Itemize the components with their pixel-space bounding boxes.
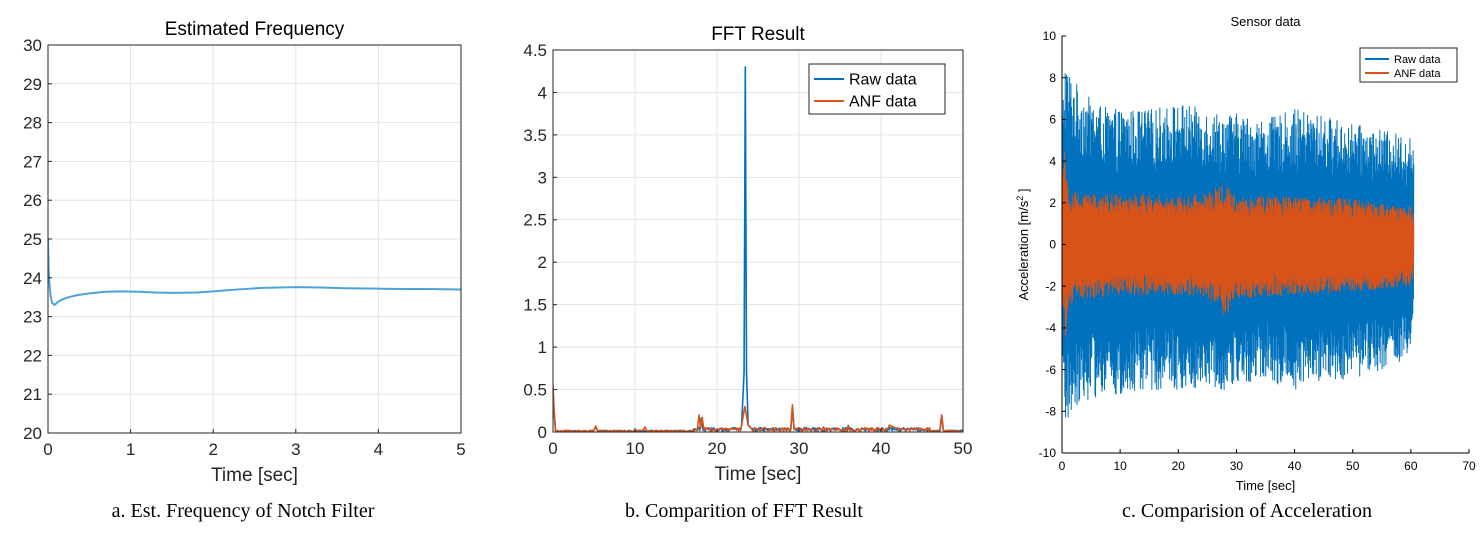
chart-title: Sensor data [1230,14,1301,29]
y-tick-label: 0 [538,423,547,442]
x-tick-label: 20 [1172,459,1186,473]
caption-c: c. Comparision of Acceleration [1122,500,1372,522]
chart-fft-result: 0 10 20 30 40 50 0 0.5 1 1.5 2 2.5 3 3.5 4 4.5 FFT Resul… [523,24,972,485]
x-tick-label: 1 [126,440,135,459]
legend: Raw data ANF data [1359,47,1458,83]
y-tick-label: 2 [538,253,547,272]
caption-a: a. Est. Frequency of Notch Filter [111,500,375,522]
y-tick-label: 25 [23,230,42,249]
x-tick-label: 40 [1288,459,1302,473]
y-tick-label: 2.5 [523,211,547,230]
legend-label: Raw data [849,72,917,89]
x-tick-label: 0 [43,440,52,459]
y-tick-label: 2 [1049,196,1056,210]
y-axis-label-superscript: 2 [1015,196,1025,201]
caption-b: b. Comparition of FFT Result [625,500,863,522]
y-tick-label: -8 [1045,405,1056,419]
x-axis-label: Time [sec] [211,465,298,486]
x-tick-label: 20 [708,439,727,458]
y-tick-label: 22 [23,346,42,365]
x-tick-label: 3 [291,440,300,459]
y-tick-label: 29 [23,75,42,94]
x-tick-label: 10 [626,439,645,458]
legend-label: ANF data [849,94,917,111]
chart-title: Estimated Frequency [165,19,345,40]
y-tick-label: 24 [23,269,42,288]
y-tick-label: 0.5 [523,381,547,400]
y-tick-label: 4 [538,83,547,102]
x-tick-label: 70 [1462,459,1476,473]
series-line-anf-data [553,385,963,432]
y-tick-label: -2 [1045,279,1056,293]
x-axis-label: Time [sec] [715,464,802,485]
y-tick-label: 4 [1049,154,1056,168]
y-tick-label: 28 [23,114,42,133]
y-tick-label: 8 [1049,71,1056,85]
series-line-estimate [48,238,461,306]
y-tick-label: 1.5 [523,296,547,315]
x-tick-label: 5 [456,440,465,459]
y-tick-label: 3.5 [523,126,547,145]
chart-sensor-data: 0 10 20 30 40 50 60 70 -10 -8 -6 -4 -2 0 2 4 6 8 10 Sensor … [1015,14,1476,493]
legend-label: ANF data [1394,68,1441,80]
y-tick-label: 4.5 [523,41,547,60]
y-tick-label: 20 [23,424,42,443]
legend: Raw data ANF data [808,63,946,115]
legend-box [1359,47,1458,83]
y-axis-label: Acceleration [m/s2 ] [1015,189,1031,301]
axes-box [552,49,964,433]
legend-box [808,63,946,115]
y-tick-label: 26 [23,191,42,210]
legend-label: Raw data [1394,54,1441,66]
y-tick-label: 21 [23,385,42,404]
x-tick-label: 50 [954,439,973,458]
y-tick-label: 30 [23,36,42,55]
series-signal-anf-data [1062,152,1415,337]
y-tick-label: 27 [23,152,42,171]
x-tick-label: 60 [1404,459,1418,473]
y-tick-label: -4 [1045,321,1056,335]
y-axis-label-end: ] [1016,189,1031,196]
x-tick-label: 4 [374,440,383,459]
y-tick-label: 3 [538,168,547,187]
y-tick-label: 6 [1049,113,1056,127]
x-axis-label: Time [sec] [1236,478,1295,493]
chart-title: FFT Result [711,24,805,45]
y-tick-label: 1 [538,338,547,357]
y-tick-label: 23 [23,308,42,327]
x-tick-label: 50 [1346,459,1360,473]
data-layer [48,238,461,306]
x-tick-label: 0 [1059,459,1066,473]
x-tick-label: 40 [872,439,891,458]
data-layer [1062,73,1415,418]
x-tick-label: 10 [1113,459,1127,473]
data-layer [553,66,963,432]
x-tick-label: 2 [208,440,217,459]
x-tick-label: 30 [790,439,809,458]
y-tick-label: -10 [1039,446,1057,460]
y-tick-label: 10 [1043,29,1057,43]
x-tick-label: 0 [548,439,557,458]
y-axis-label-main: Acceleration [m/s [1016,200,1031,300]
y-tick-label: -6 [1045,363,1056,377]
y-tick-label: 0 [1049,238,1056,252]
x-tick-label: 30 [1230,459,1244,473]
